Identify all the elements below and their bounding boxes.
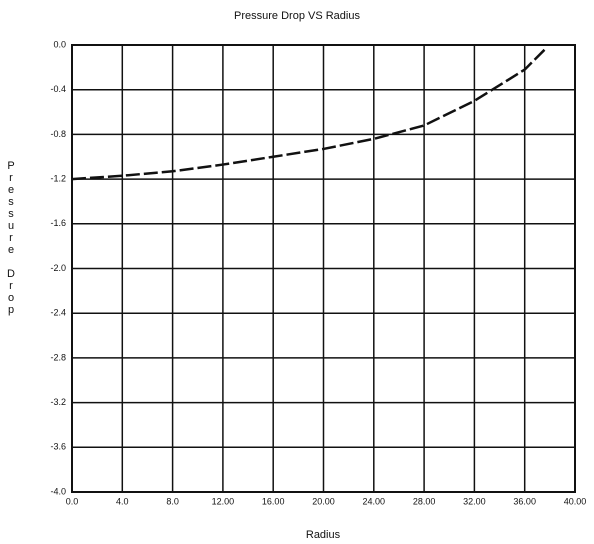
chart-title: Pressure Drop VS Radius <box>234 10 360 22</box>
x-tick-label: 8.0 <box>166 496 179 506</box>
x-axis-label: Radius <box>306 529 341 541</box>
y-tick-label: -0.4 <box>50 84 66 94</box>
y-tick-label: -0.8 <box>50 129 66 139</box>
y-tick-label: 0.0 <box>53 39 66 49</box>
x-tick-label: 4.0 <box>116 496 129 506</box>
x-tick-label: 0.0 <box>66 496 79 506</box>
y-tick-label: -3.6 <box>50 442 66 452</box>
y-tick-label: -2.0 <box>50 263 66 273</box>
x-tick-label: 36.00 <box>513 496 536 506</box>
x-tick-label: 32.00 <box>463 496 486 506</box>
y-axis-label: Pressure Drop <box>4 160 18 316</box>
x-tick-label: 16.00 <box>262 496 285 506</box>
x-tick-label: 40.00 <box>564 496 587 506</box>
y-tick-label: -1.6 <box>50 218 66 228</box>
chart-container: Pressure Drop VS Radius Radius 0.0 -0.4 -0… <box>0 0 594 544</box>
x-tick-label: 20.00 <box>312 496 335 506</box>
x-tick-label: 24.00 <box>363 496 386 506</box>
x-tick-label: 12.00 <box>212 496 235 506</box>
y-tick-label: -2.4 <box>50 308 66 318</box>
y-tick-label: -4.0 <box>50 486 66 496</box>
y-tick-label: -2.8 <box>50 352 66 362</box>
x-tick-label: 28.00 <box>413 496 436 506</box>
y-tick-label: -1.2 <box>50 173 66 183</box>
chart: Pressure Drop VS Radius Radius 0.0 -0.4 -0… <box>0 0 594 544</box>
y-tick-label: -3.2 <box>50 397 66 407</box>
